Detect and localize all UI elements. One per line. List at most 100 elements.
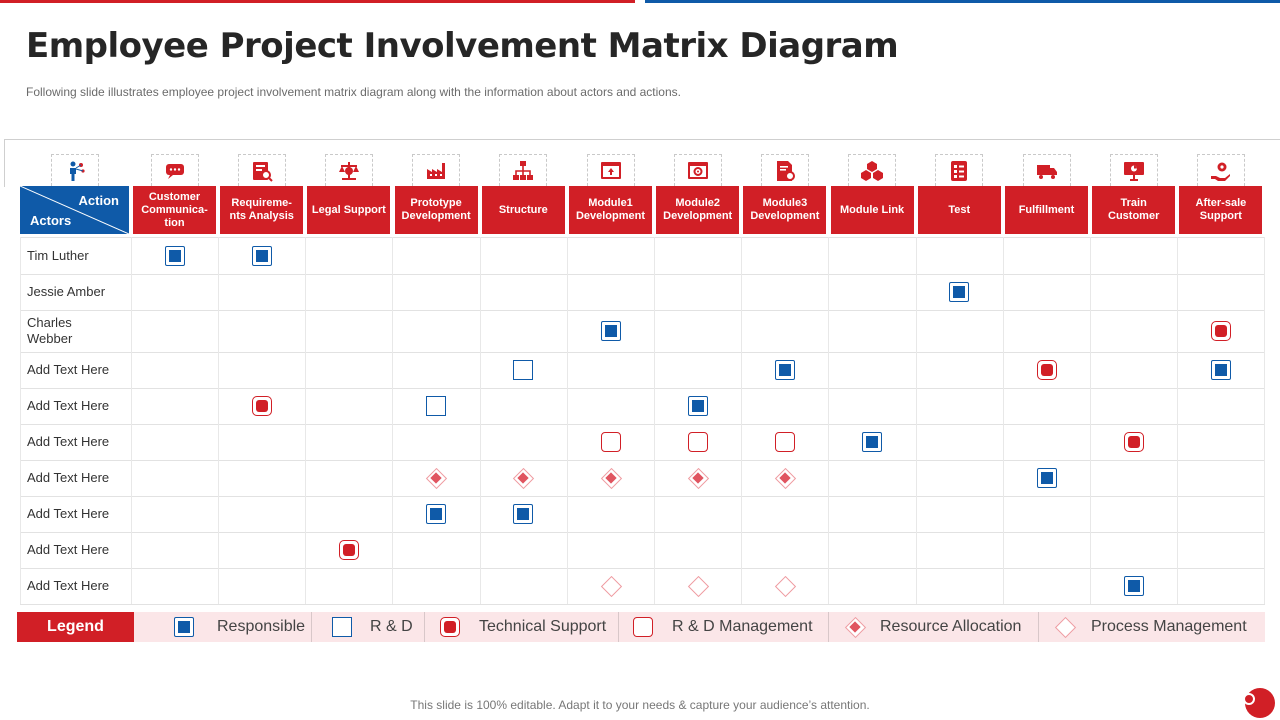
column-divider <box>131 237 132 604</box>
row-label: Tim Luther <box>27 248 89 263</box>
column-divider <box>1002 237 1004 604</box>
technical-support-marker <box>1123 432 1144 452</box>
column-header: Test <box>917 186 1001 234</box>
row-divider <box>20 274 1265 275</box>
truck-icon <box>1022 154 1071 186</box>
column-header: Module2 Development <box>656 186 740 234</box>
column-header: Fulfillment <box>1005 186 1088 234</box>
row-label: Add Text Here <box>27 362 110 377</box>
row-divider <box>20 604 1265 605</box>
page-subtitle: Following slide illustrates employee pro… <box>26 85 681 99</box>
brand-logo-icon <box>1243 688 1275 718</box>
column-divider <box>20 237 21 604</box>
top-accent-red <box>0 0 635 3</box>
page-title: Employee Project Involvement Matrix Diag… <box>26 26 899 66</box>
responsible-marker <box>949 282 970 302</box>
responsible-marker <box>426 504 447 524</box>
column-header: Requireme-nts Analysis <box>220 186 304 234</box>
matrix-corner-header: Action Actors <box>20 186 129 234</box>
cubes-icon <box>848 154 897 186</box>
actors-axis-label: Actors <box>30 213 72 228</box>
column-divider <box>1090 237 1091 604</box>
legend-label: Technical Support <box>479 618 607 635</box>
row-label: Add Text Here <box>27 470 110 485</box>
responsible-marker <box>687 396 708 416</box>
column-header: Module3 Development <box>743 186 827 234</box>
grid-top-line <box>20 237 1265 238</box>
legend-process-management-marker <box>1055 617 1075 637</box>
responsible-marker <box>251 246 272 266</box>
r-and-d-management-marker <box>687 432 708 452</box>
column-header: Prototype Development <box>394 186 478 234</box>
responsible-marker <box>1210 360 1231 380</box>
row-label: Add Text Here <box>27 506 110 521</box>
responsible-marker <box>774 360 795 380</box>
factory-icon <box>412 154 461 186</box>
column-header: Legal Support <box>307 186 391 234</box>
checklist-icon <box>935 154 984 186</box>
resource-allocation-marker <box>426 468 446 488</box>
column-divider <box>828 237 830 604</box>
hand-gear-icon <box>1196 154 1245 186</box>
column-divider <box>741 237 743 604</box>
r-and-d-management-marker <box>774 432 795 452</box>
responsible-marker <box>164 246 185 266</box>
column-divider <box>479 237 481 604</box>
column-divider <box>1177 237 1179 604</box>
legend-r-and-d-marker <box>332 617 352 637</box>
responsible-marker <box>862 432 883 452</box>
legend-responsible-marker <box>174 617 194 637</box>
row-divider <box>20 424 1265 425</box>
row-label: Add Text Here <box>27 434 110 449</box>
legend-label: Resource Allocation <box>880 618 1022 635</box>
responsible-marker <box>1123 576 1144 596</box>
document-gear-icon <box>760 154 809 186</box>
column-divider <box>654 237 655 604</box>
column-header: After-sale Support <box>1179 186 1263 234</box>
legend-separator <box>828 612 829 642</box>
legend-label: R & D <box>370 618 413 635</box>
legend-label: Process Management <box>1091 618 1247 635</box>
resource-allocation-marker <box>688 468 708 488</box>
analysis-icon <box>237 154 286 186</box>
row-label: Add Text Here <box>27 578 110 593</box>
top-accent-blue <box>645 0 1280 3</box>
column-header: Customer Communica-tion <box>133 186 216 234</box>
hierarchy-icon <box>499 154 548 186</box>
legend-resource-allocation-marker <box>845 617 865 637</box>
person-network-icon <box>51 154 99 186</box>
browser-gear-icon <box>673 154 722 186</box>
scales-icon <box>324 154 373 186</box>
row-label: Add Text Here <box>27 542 110 557</box>
column-divider <box>915 237 917 604</box>
column-divider <box>392 237 394 604</box>
resource-allocation-marker <box>775 468 795 488</box>
frame-top-line <box>4 139 1280 140</box>
responsible-marker <box>1036 468 1057 488</box>
resource-allocation-marker <box>601 468 621 488</box>
row-label: Add Text Here <box>27 398 110 413</box>
r-and-d-marker <box>426 396 447 416</box>
chat-icon <box>150 154 199 186</box>
legend-separator <box>1038 612 1039 642</box>
legend-r-and-d-management-marker <box>633 617 653 637</box>
legend-technical-support-marker <box>440 617 460 637</box>
presentation-icon <box>1109 154 1158 186</box>
row-label: Jessie Amber <box>27 284 106 299</box>
process-management-marker <box>688 576 708 596</box>
column-divider <box>218 237 219 604</box>
technical-support-marker <box>338 540 359 560</box>
responsible-marker <box>600 321 621 341</box>
resource-allocation-marker <box>513 468 533 488</box>
row-divider <box>20 388 1265 389</box>
column-divider <box>566 237 568 604</box>
column-header: Structure <box>481 186 565 234</box>
column-header: Module1 Development <box>569 186 652 234</box>
technical-support-marker <box>1036 360 1057 380</box>
column-header: Module Link <box>830 186 914 234</box>
column-divider <box>1264 237 1266 604</box>
r-and-d-marker <box>513 360 534 380</box>
row-divider <box>20 568 1265 569</box>
process-management-marker <box>775 576 795 596</box>
legend-label: R & D Management <box>672 618 813 635</box>
